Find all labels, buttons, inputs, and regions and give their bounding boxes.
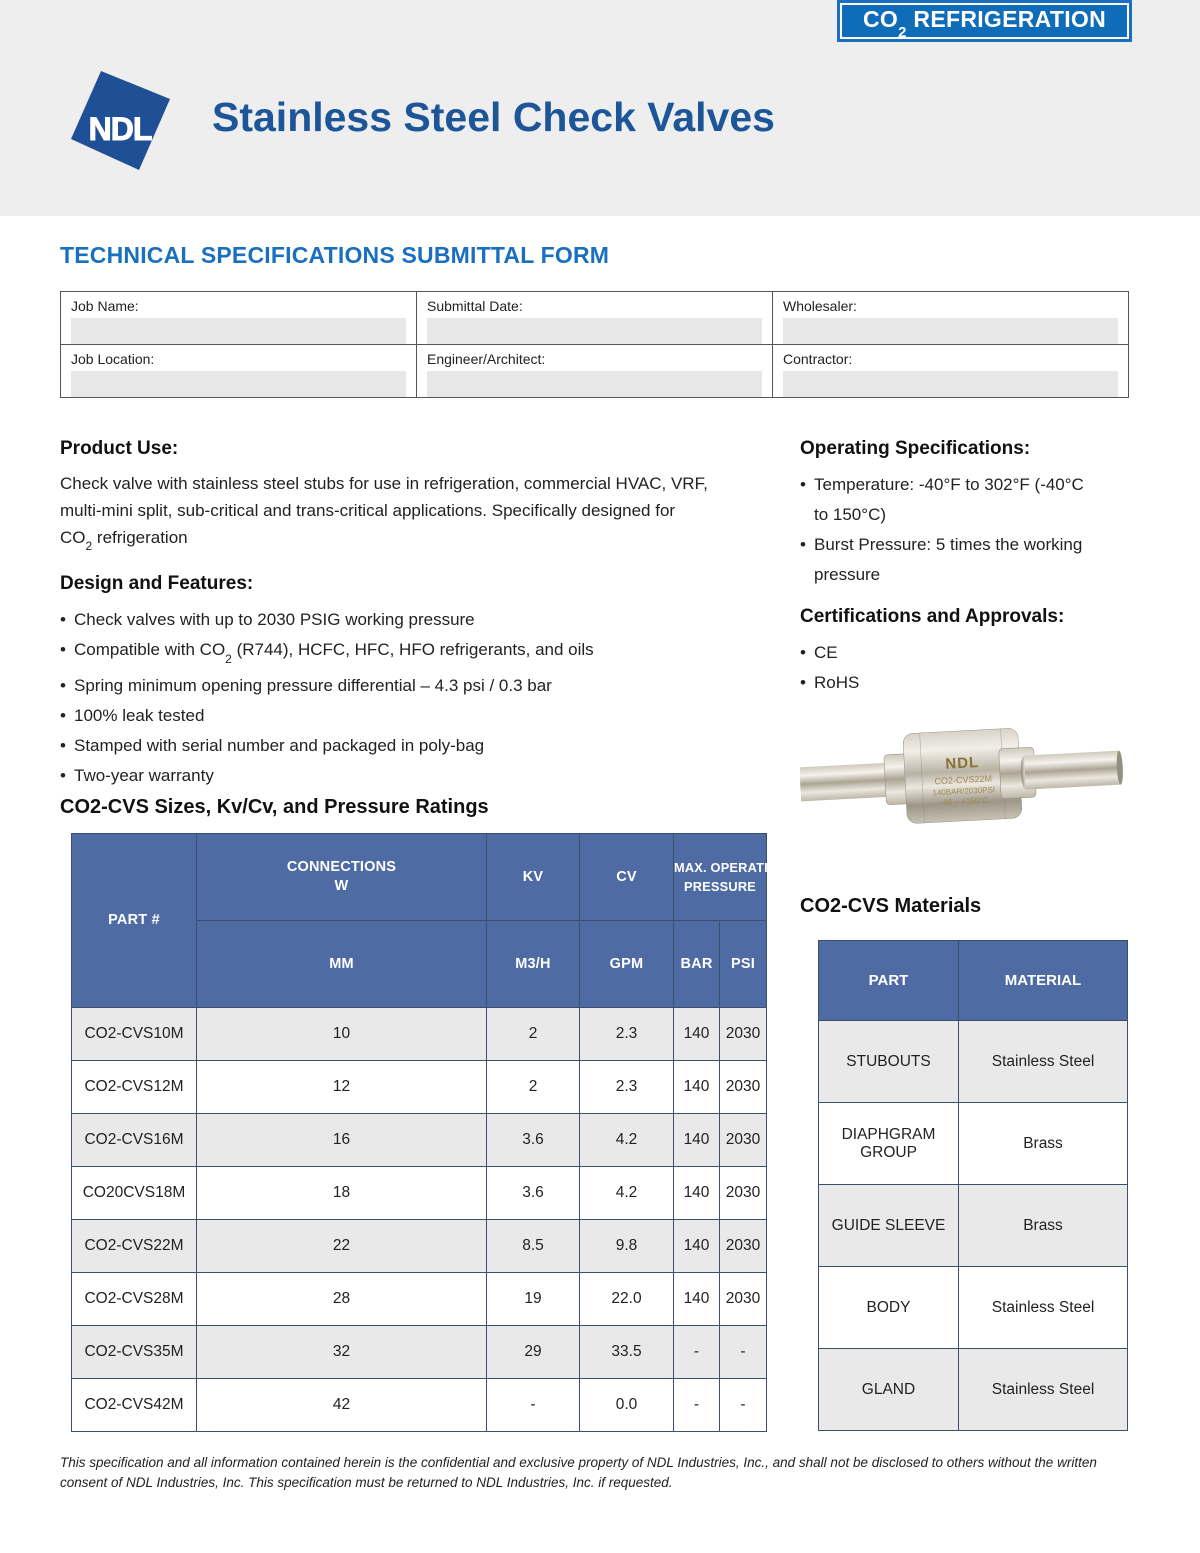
svg-text:NDL: NDL — [89, 111, 152, 147]
svg-text:NDL: NDL — [945, 754, 980, 773]
